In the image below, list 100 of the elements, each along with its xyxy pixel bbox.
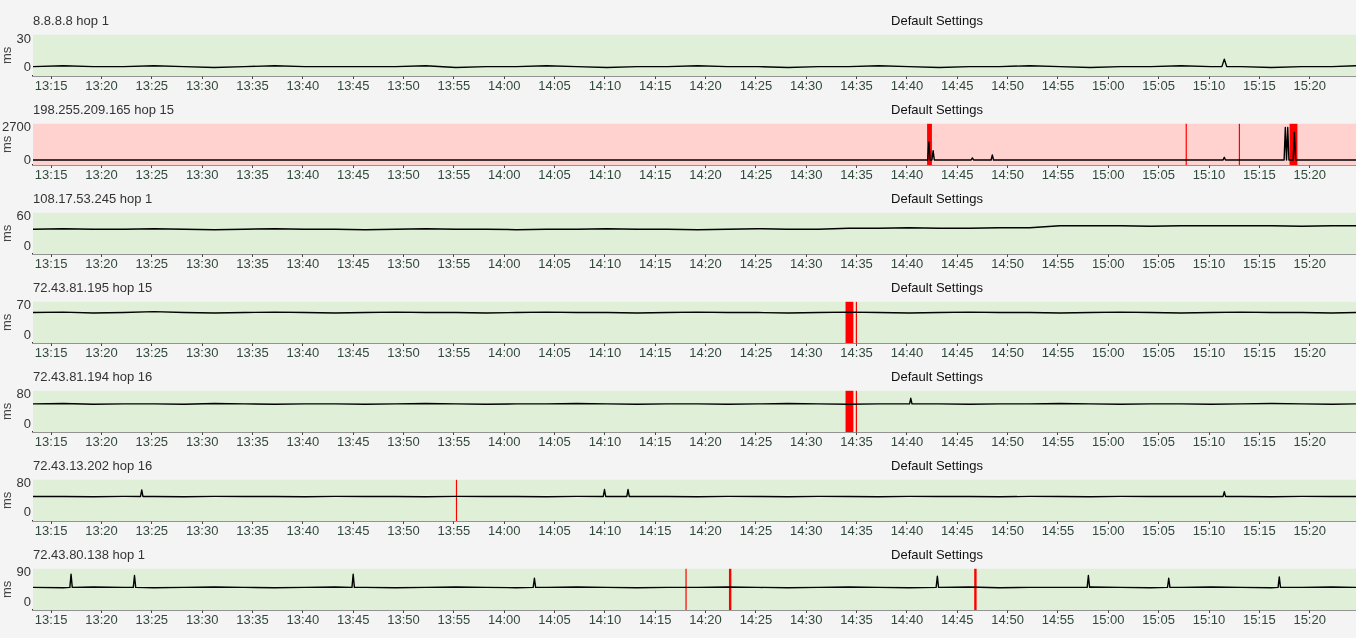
x-tick-label: 15:00 (1092, 78, 1125, 94)
x-tick-label: 14:20 (689, 256, 722, 272)
x-tick-label: 13:30 (185, 256, 219, 272)
x-tick-label: 14:50 (991, 523, 1024, 539)
y-tick-label: 0 (23, 416, 31, 432)
x-tick-label: 14:35 (840, 78, 873, 94)
x-tick-label: 14:35 (840, 523, 873, 539)
x-tick-label: 15:05 (1142, 256, 1175, 272)
x-tick-label: 15:00 (1092, 612, 1125, 628)
x-tick-label: 15:10 (1192, 612, 1226, 628)
chart-subtitle: Default Settings (891, 280, 983, 295)
x-tick-label: 13:55 (437, 256, 471, 272)
x-tick-label: 15:10 (1192, 434, 1226, 450)
y-tick-label: 2700 (2, 119, 31, 135)
x-tick-label: 14:40 (890, 612, 924, 628)
x-tick-label: 14:15 (638, 523, 672, 539)
y-tick-label: 0 (23, 594, 31, 610)
x-tick-label: 14:55 (1041, 612, 1075, 628)
x-tick-label: 13:40 (286, 345, 320, 361)
x-tick-label: 15:20 (1293, 523, 1326, 539)
y-axis-title: ms (0, 46, 15, 65)
x-tick-label: 14:20 (689, 612, 722, 628)
y-tick-label: 0 (23, 237, 31, 253)
x-tick-label: 13:15 (34, 612, 68, 628)
x-tick-label: 14:25 (739, 256, 773, 272)
x-tick-label: 14:35 (840, 612, 873, 628)
x-tick-label: 15:10 (1192, 256, 1226, 272)
x-tick-label: 14:10 (588, 345, 622, 361)
y-axis-title: ms (0, 402, 15, 421)
x-tick-label: 14:00 (487, 345, 521, 361)
x-tick-label: 15:20 (1293, 434, 1326, 450)
x-tick-label: 13:30 (185, 523, 219, 539)
x-tick-label: 13:35 (236, 78, 269, 94)
x-tick-label: 14:10 (588, 167, 622, 183)
x-tick-label: 14:50 (991, 256, 1024, 272)
chart-title: 72.43.81.194 hop 16 (33, 369, 153, 384)
x-tick-label: 15:15 (1243, 345, 1276, 361)
x-tick-label: 13:55 (437, 434, 471, 450)
x-tick-label: 14:55 (1041, 78, 1075, 94)
x-tick-label: 13:45 (336, 345, 370, 361)
x-tick-label: 14:50 (991, 345, 1024, 361)
x-tick-label: 13:20 (85, 345, 118, 361)
x-tick-label: 13:15 (34, 345, 68, 361)
chart-title: 72.43.80.138 hop 1 (33, 547, 146, 562)
x-tick-label: 14:25 (739, 523, 773, 539)
x-tick-label: 13:25 (135, 612, 169, 628)
x-tick-label: 14:45 (941, 345, 974, 361)
x-tick-label: 14:05 (538, 434, 571, 450)
x-tick-label: 15:20 (1293, 345, 1326, 361)
x-tick-label: 15:15 (1243, 434, 1276, 450)
x-tick-label: 14:30 (789, 523, 823, 539)
x-tick-label: 14:05 (538, 256, 571, 272)
x-tick-label: 13:50 (387, 523, 420, 539)
x-tick-label: 14:35 (840, 256, 873, 272)
x-tick-label: 14:10 (588, 523, 622, 539)
chart-subtitle: Default Settings (891, 369, 983, 384)
y-axis-title: ms (0, 224, 15, 243)
chart-subtitle: Default Settings (891, 13, 983, 28)
x-tick-label: 13:25 (135, 523, 169, 539)
x-tick-label: 14:55 (1041, 256, 1075, 272)
x-tick-label: 15:10 (1192, 167, 1226, 183)
x-tick-label: 13:40 (286, 612, 320, 628)
x-tick-label: 15:10 (1192, 523, 1226, 539)
x-tick-label: 14:40 (890, 434, 924, 450)
x-tick-label: 13:25 (135, 256, 169, 272)
x-tick-label: 13:45 (336, 78, 370, 94)
y-axis-title: ms (0, 491, 15, 510)
x-tick-label: 14:40 (890, 167, 924, 183)
x-tick-label: 13:20 (85, 167, 118, 183)
y-tick-label: 0 (23, 327, 31, 343)
x-tick-label: 13:15 (34, 523, 68, 539)
x-tick-label: 13:55 (437, 345, 471, 361)
x-tick-label: 13:40 (286, 167, 320, 183)
x-tick-label: 14:00 (487, 78, 521, 94)
x-tick-label: 15:10 (1192, 345, 1226, 361)
x-tick-label: 14:25 (739, 612, 773, 628)
x-tick-label: 14:05 (538, 78, 571, 94)
x-tick-label: 13:35 (236, 612, 269, 628)
chart-title: 72.43.13.202 hop 16 (33, 458, 153, 473)
x-tick-label: 13:45 (336, 167, 370, 183)
x-tick-label: 14:55 (1041, 167, 1075, 183)
x-tick-label: 15:00 (1092, 256, 1125, 272)
x-tick-label: 14:15 (638, 78, 672, 94)
x-tick-label: 14:45 (941, 612, 974, 628)
x-tick-label: 13:55 (437, 78, 471, 94)
x-tick-label: 14:45 (941, 523, 974, 539)
x-tick-label: 14:20 (689, 167, 722, 183)
x-tick-label: 13:20 (85, 78, 118, 94)
x-tick-label: 14:30 (789, 345, 823, 361)
x-tick-label: 14:00 (487, 434, 521, 450)
x-tick-label: 14:55 (1041, 345, 1075, 361)
x-tick-label: 14:05 (538, 167, 571, 183)
x-tick-label: 13:45 (336, 612, 370, 628)
y-tick-label: 60 (16, 207, 31, 223)
x-tick-label: 14:40 (890, 256, 924, 272)
y-tick-label: 0 (23, 504, 31, 520)
x-tick-label: 14:00 (487, 167, 521, 183)
x-tick-label: 13:50 (387, 167, 420, 183)
x-tick-label: 13:50 (387, 78, 420, 94)
x-tick-label: 15:20 (1293, 256, 1326, 272)
